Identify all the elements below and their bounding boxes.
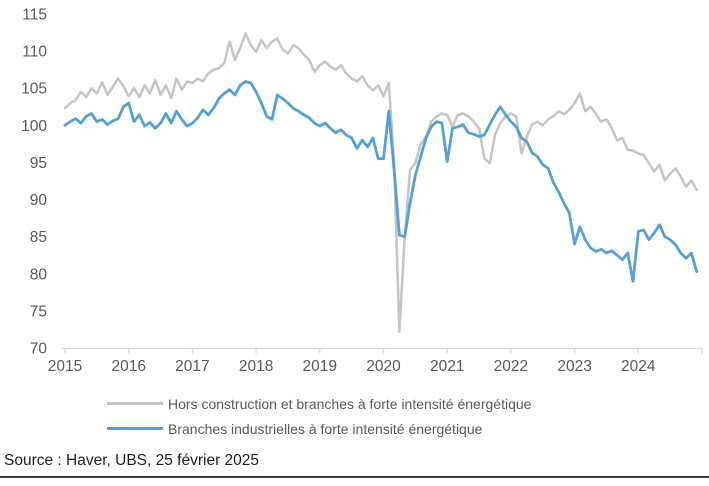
y-axis-tick-label: 115 <box>22 7 47 24</box>
x-axis-tick-label: 2022 <box>494 358 528 375</box>
chart-legend: Hors construction et branches à forte in… <box>107 391 531 441</box>
x-axis-tick-label: 2016 <box>111 358 145 375</box>
y-axis-tick-label: 100 <box>21 118 47 135</box>
x-axis-tick-label: 2019 <box>303 358 337 375</box>
source-caption: Source : Haver, UBS, 25 février 2025 <box>4 452 260 469</box>
x-axis-tick-label: 2024 <box>621 358 656 375</box>
y-axis-tick-label: 75 <box>30 303 47 320</box>
y-axis-tick-label: 70 <box>30 341 48 358</box>
bottom-rule <box>0 476 709 478</box>
gray-line-swatch <box>107 402 163 405</box>
legend-item-hors-construction: Hors construction et branches à forte in… <box>107 391 531 416</box>
blue-line-swatch <box>107 427 163 430</box>
legend-label-branches-industrielles: Branches industrielles à forte intensité… <box>168 420 483 437</box>
y-axis-tick-label: 80 <box>30 266 48 283</box>
legend-label-hors-construction: Hors construction et branches à forte in… <box>168 395 532 412</box>
x-axis-tick-label: 2018 <box>239 358 273 375</box>
legend-item-branches-industrielles: Branches industrielles à forte intensité… <box>107 416 531 441</box>
x-axis-tick-label: 2015 <box>48 358 82 375</box>
y-axis-tick-label: 110 <box>22 44 47 61</box>
series-line-branches-industrielles <box>63 80 699 283</box>
x-axis-tick-label: 2020 <box>366 358 401 375</box>
line-chart: 70 75 80 85 90 95 100 105 110 115 2015 2016 2017 2018… <box>21 7 703 375</box>
y-axis-tick-label: 95 <box>30 155 47 172</box>
y-axis-tick-label: 85 <box>30 229 47 246</box>
y-axis-tick-label: 105 <box>21 81 47 98</box>
y-axis-tick-label: 90 <box>30 192 48 209</box>
x-axis-tick-label: 2021 <box>430 358 464 375</box>
series-line-hors-construction <box>63 32 698 333</box>
x-axis-tick-label: 2017 <box>175 358 209 375</box>
x-axis-tick-label: 2023 <box>557 358 591 375</box>
